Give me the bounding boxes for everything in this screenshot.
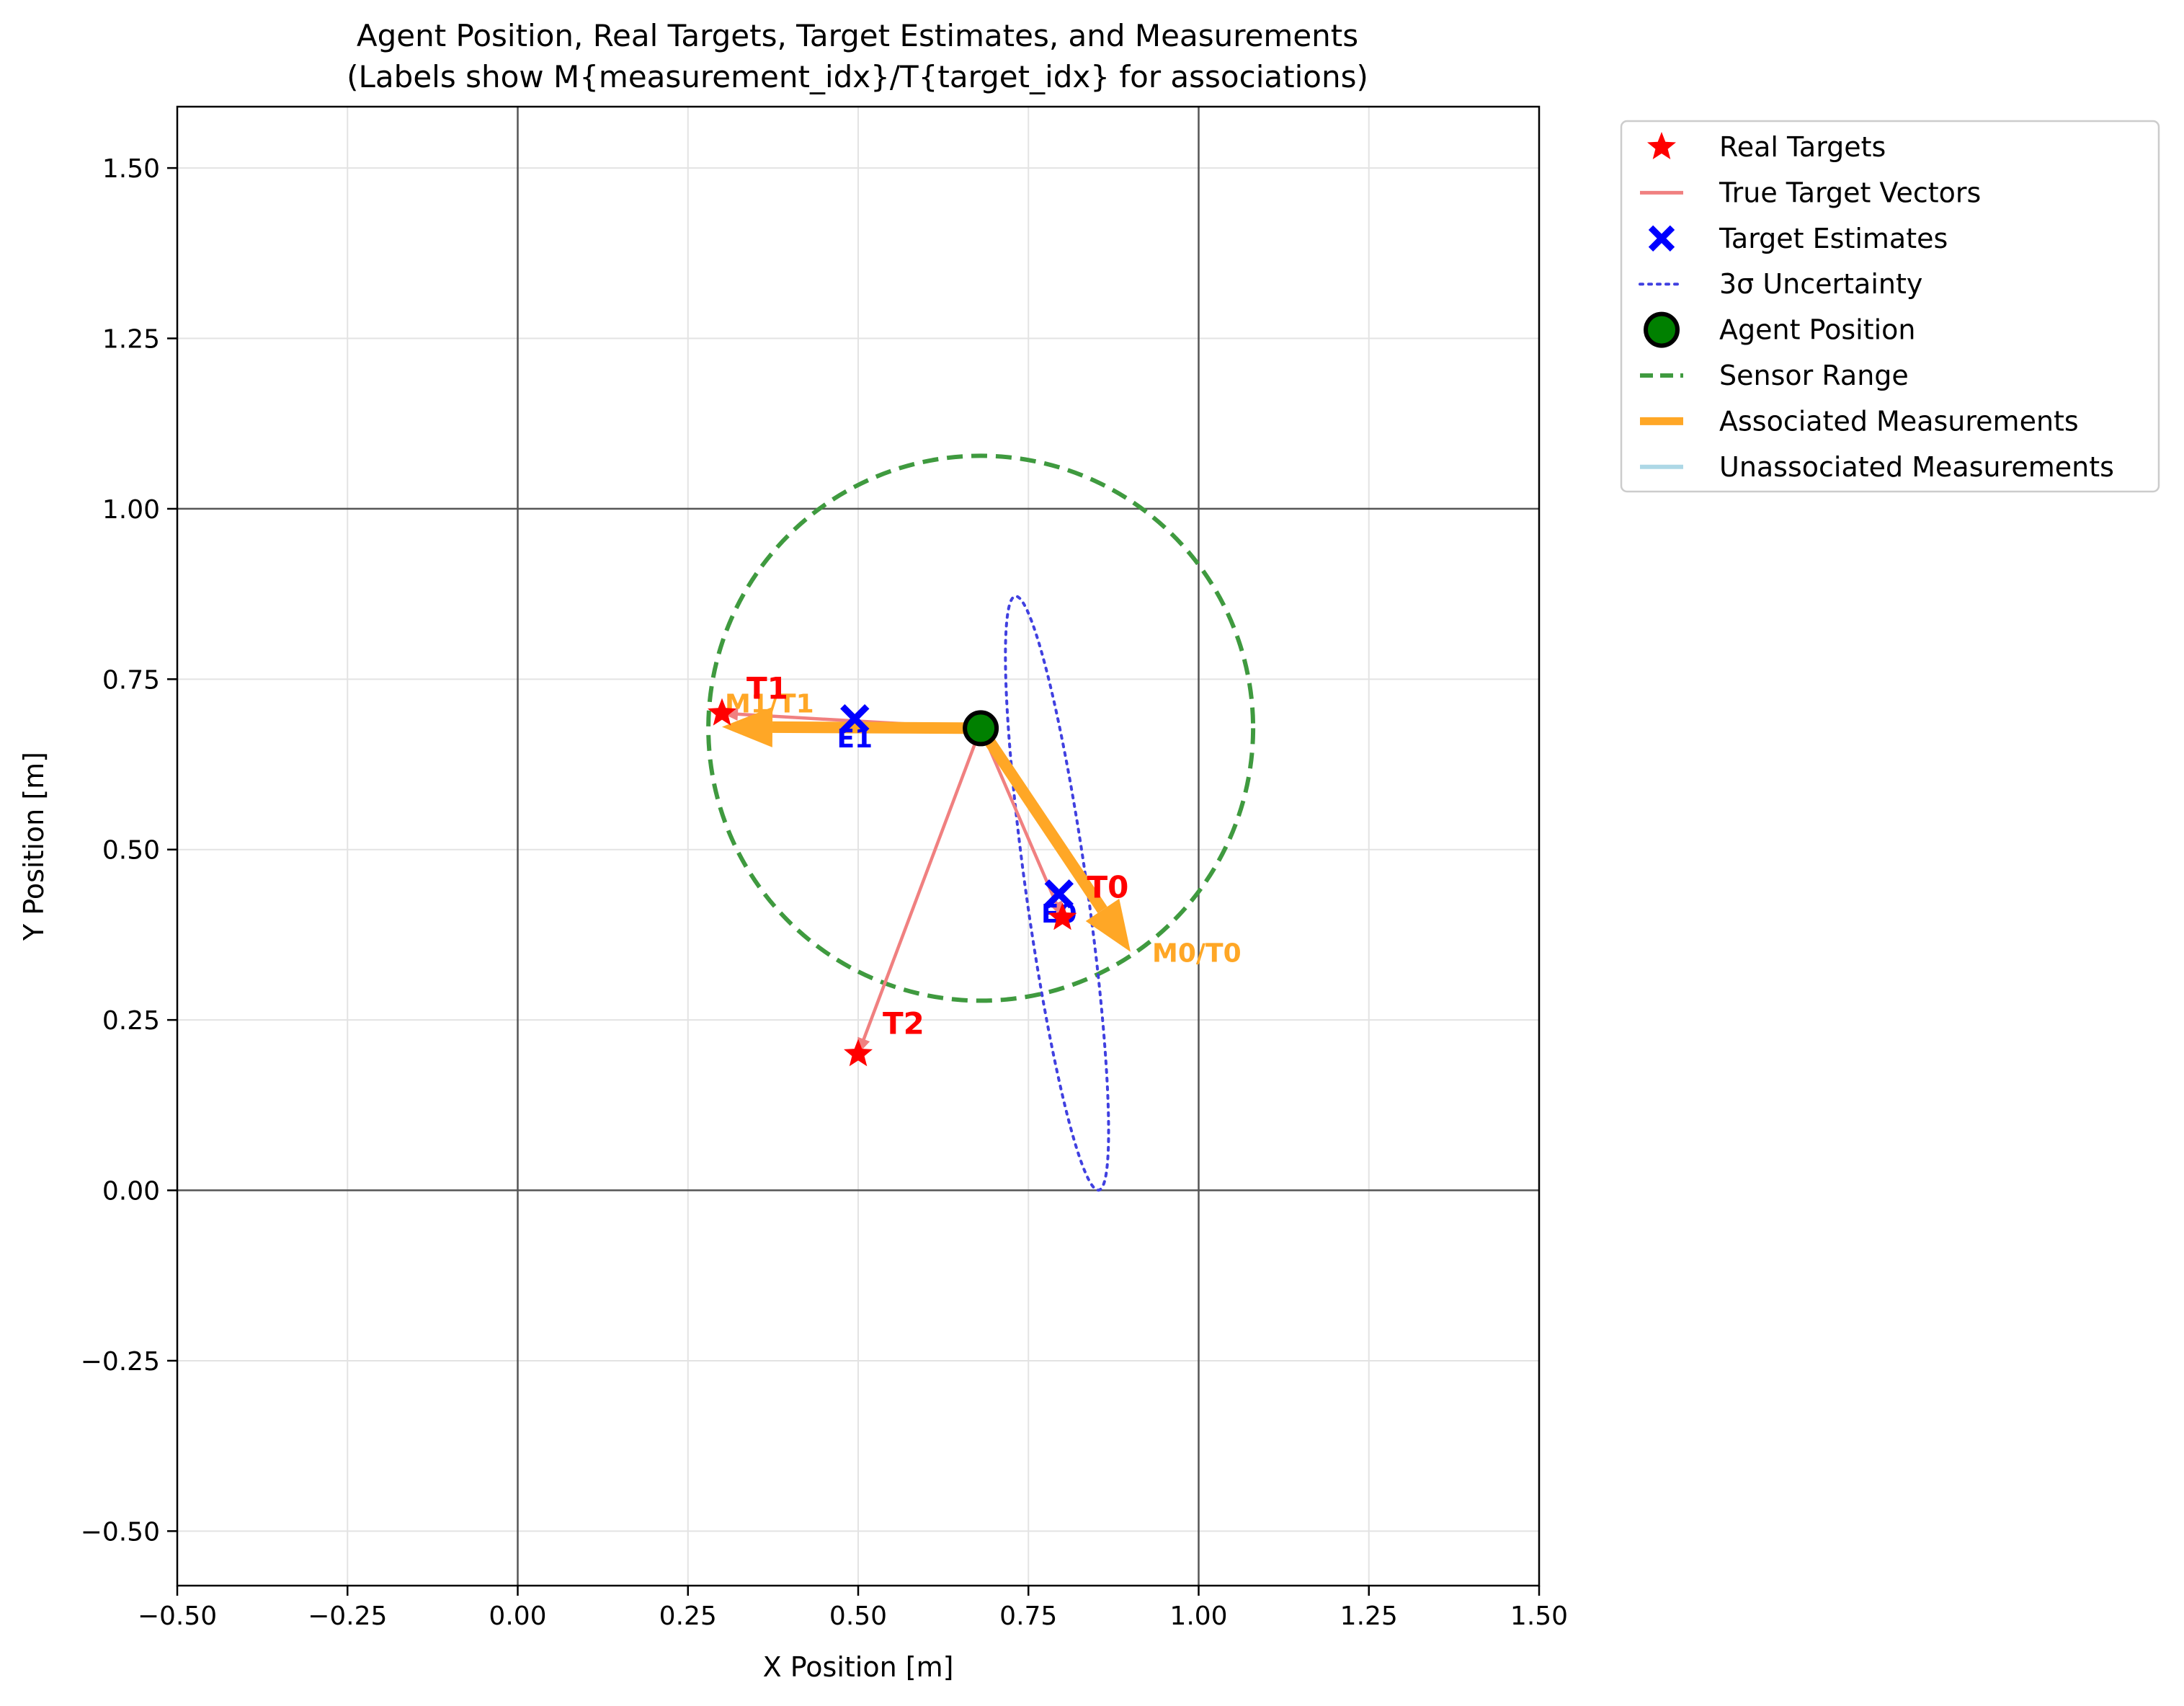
measurement-label-0: M0/T0	[1152, 939, 1242, 969]
x-tick-label-7: 1.25	[1340, 1601, 1398, 1631]
agent-position-marker	[963, 710, 999, 747]
x-tick-label-4: 0.50	[829, 1601, 887, 1631]
legend-entries: Real Targets True Target Vectors Target Es…	[1639, 131, 2114, 483]
y-tick-label-1: −0.25	[81, 1347, 160, 1377]
measurement-label-1: M1/T1	[725, 690, 814, 719]
chart-title: Agent Position, Real Targets, Target Est…	[357, 18, 1358, 53]
legend-entry-label-5: Sensor Range	[1719, 360, 1909, 391]
x-axis-ticks: −0.50 −0.25 0.00 0.25 0.50 0.75 1.00 1.25 1.50	[138, 1586, 1568, 1631]
x-tick-label-3: 0.25	[659, 1601, 717, 1631]
y-tick-label-5: 0.75	[102, 665, 160, 695]
x-tick-label-1: −0.25	[308, 1601, 387, 1631]
x-axis-label: X Position [m]	[763, 1651, 954, 1683]
real-target-label-2: T2	[883, 1005, 924, 1041]
legend-box	[1620, 120, 2160, 493]
estimate-marker-0	[1044, 879, 1074, 909]
x-tick-label-0: −0.50	[138, 1601, 217, 1631]
y-tick-label-0: −0.50	[81, 1517, 160, 1547]
legend-entry-0: Real Targets	[1647, 131, 1886, 163]
legend-agent-icon	[1644, 311, 1680, 348]
legend-entry-label-4: Agent Position	[1719, 314, 1916, 346]
y-tick-label-2: 0.00	[102, 1177, 160, 1207]
true-vector-2	[856, 727, 983, 1055]
legend-entry-4: Agent Position	[1644, 311, 1916, 348]
x-tick-label-8: 1.50	[1510, 1601, 1568, 1631]
y-axis-ticks: −0.50 −0.25 0.00 0.25 0.50 0.75 1.00 1.25 1.50	[81, 154, 177, 1547]
associated-measurements: M0/T0 M1/T1	[722, 690, 1242, 969]
legend-entry-label-1: True Target Vectors	[1719, 177, 1981, 208]
y-tick-label-6: 1.00	[102, 495, 160, 525]
legend-entry-label-0: Real Targets	[1719, 131, 1886, 163]
legend-x-icon	[1648, 225, 1675, 252]
estimate-marker-1	[840, 703, 870, 734]
y-tick-label-4: 0.50	[102, 836, 160, 866]
legend-entry-6: Associated Measurements	[1640, 405, 2079, 437]
legend-entry-label-3: 3σ Uncertainty	[1719, 268, 1922, 300]
x-tick-label-5: 0.75	[999, 1601, 1057, 1631]
y-tick-label-8: 1.50	[102, 154, 160, 184]
x-tick-label-6: 1.00	[1169, 1601, 1227, 1631]
legend-entry-1: True Target Vectors	[1640, 177, 1981, 208]
y-tick-label-7: 1.25	[102, 325, 160, 355]
real-targets: T0 T1 T2	[708, 671, 1128, 1067]
true-vector-head-1	[722, 707, 739, 721]
legend-entry-7: Unassociated Measurements	[1640, 451, 2114, 483]
estimate-label-1: E1	[837, 724, 873, 754]
real-target-marker-2	[844, 1039, 873, 1067]
legend-entry-3: 3σ Uncertainty	[1639, 268, 1922, 300]
measurement-head-1	[722, 706, 773, 747]
sensor-range-circle	[706, 453, 1256, 1003]
legend-entry-label-7: Unassociated Measurements	[1719, 451, 2114, 483]
legend-entry-label-6: Associated Measurements	[1719, 405, 2079, 437]
measurement-head-0	[1085, 898, 1131, 952]
y-axis-label: Y Position [m]	[18, 752, 50, 941]
legend-entry-2: Target Estimates	[1648, 223, 1948, 254]
measurement-shaft-0	[976, 724, 1107, 913]
x-tick-label-2: 0.00	[489, 1601, 546, 1631]
real-target-marker-0	[1048, 902, 1077, 930]
legend-entry-5: Sensor Range	[1640, 360, 1909, 391]
measurement-shaft-1	[772, 721, 981, 734]
real-target-marker-1	[708, 698, 736, 726]
real-target-label-0: T0	[1087, 869, 1129, 905]
chart-subtitle: (Labels show M{measurement_idx}/T{target…	[347, 59, 1368, 94]
legend-star-icon	[1647, 132, 1676, 159]
legend: Real Targets True Target Vectors Target Es…	[1620, 120, 2160, 493]
reference-lines	[177, 107, 1539, 1586]
legend-entry-label-2: Target Estimates	[1719, 223, 1948, 254]
y-tick-label-3: 0.25	[102, 1006, 160, 1036]
real-target-label-1: T1	[746, 671, 788, 706]
